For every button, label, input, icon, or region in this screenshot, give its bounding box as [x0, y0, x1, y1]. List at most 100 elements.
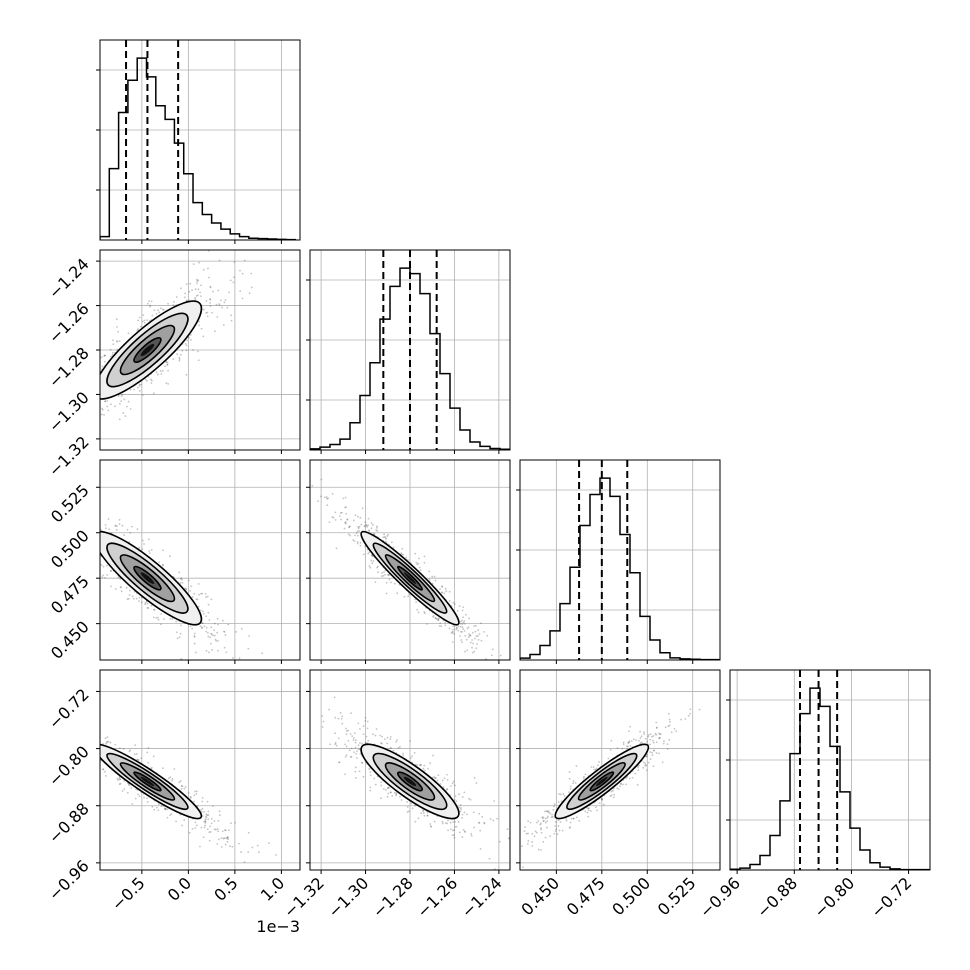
scatter-point	[98, 534, 100, 536]
scatter-point	[248, 292, 251, 295]
scatter-point	[106, 405, 109, 408]
scatter-point	[130, 525, 133, 528]
scatter-point	[101, 768, 104, 771]
scatter-point	[466, 627, 469, 630]
scatter-point	[144, 603, 147, 606]
scatter-point	[357, 526, 360, 528]
scatter-point	[195, 294, 198, 297]
scatter-point	[212, 805, 214, 807]
scatter-point	[231, 845, 234, 848]
scatter-point	[206, 828, 209, 831]
scatter-point	[582, 777, 585, 779]
scatter-point	[645, 755, 648, 758]
scatter-point	[94, 362, 96, 364]
scatter-point	[420, 812, 423, 815]
scatter-point	[620, 782, 622, 785]
scatter-point	[212, 290, 215, 293]
scatter-point	[549, 812, 552, 815]
scatter-point	[348, 749, 351, 752]
scatter-point	[377, 571, 379, 574]
scatter-point	[181, 824, 183, 827]
scatter-point	[527, 840, 530, 842]
scatter-point	[334, 742, 337, 744]
scatter-point	[689, 708, 692, 711]
scatter-point	[179, 287, 182, 290]
scatter-point	[370, 527, 373, 530]
contour-line	[133, 565, 162, 591]
scatter-point	[654, 732, 657, 735]
scatter-point	[141, 548, 144, 551]
scatter-point	[461, 630, 464, 633]
contour-line	[396, 771, 424, 792]
scatter-point	[193, 632, 196, 635]
scatter-point	[86, 412, 88, 414]
scatter-point	[88, 524, 90, 526]
scatter-point	[497, 672, 499, 674]
scatter-point	[540, 831, 543, 834]
scatter-point	[202, 815, 204, 817]
scatter-point	[463, 622, 466, 625]
scatter-point	[248, 635, 251, 637]
scatter-point	[344, 773, 347, 776]
scatter-point	[588, 807, 590, 810]
scatter-point	[637, 766, 639, 769]
scatter-point	[384, 573, 387, 576]
scatter-point	[68, 737, 70, 739]
scatter-point	[118, 783, 121, 786]
scatter-point	[161, 308, 164, 311]
scatter-point	[613, 793, 616, 796]
scatter-point	[213, 622, 216, 625]
scatter-point	[414, 804, 416, 807]
scatter-point	[94, 530, 96, 532]
scatter-point	[213, 634, 216, 637]
scatter-point	[223, 837, 226, 840]
scatter-point	[178, 356, 181, 359]
scatter-point	[459, 806, 462, 809]
scatter-point	[334, 732, 336, 735]
scatter-point	[649, 743, 651, 746]
scatter-point	[422, 812, 425, 814]
scatter-point	[418, 557, 420, 560]
scatter-point	[190, 339, 192, 341]
scatter-point	[352, 519, 355, 522]
scatter-point	[197, 359, 200, 362]
scatter-point	[354, 746, 357, 749]
scatter-point	[489, 818, 492, 820]
scatter-point	[322, 720, 325, 723]
scatter-point	[180, 784, 183, 787]
scatter-point	[11, 465, 13, 467]
scatter-point	[636, 783, 639, 786]
scatter-point	[184, 343, 187, 345]
scatter-point	[655, 741, 658, 744]
scatter-point	[152, 392, 155, 395]
scatter-point	[661, 761, 664, 764]
scatter-point	[546, 816, 549, 819]
scatter-point	[414, 552, 417, 555]
scatter-point	[164, 365, 166, 368]
scatter-point	[165, 382, 168, 384]
scatter-point	[451, 829, 454, 832]
scatter-point	[146, 797, 148, 800]
scatter-point	[625, 777, 628, 780]
scatter-point	[572, 817, 575, 820]
scatter-point	[194, 821, 197, 824]
scatter-point	[439, 588, 441, 590]
scatter-point	[220, 837, 223, 839]
scatter-point	[359, 516, 362, 519]
contour-line	[554, 743, 650, 820]
scatter-point	[116, 777, 119, 780]
scatter-point	[338, 761, 340, 764]
scatter-point	[448, 600, 451, 602]
scatter-point	[521, 845, 523, 848]
scatter-point	[226, 836, 229, 839]
scatter-point	[317, 500, 319, 503]
scatter-point	[574, 781, 577, 784]
scatter-point	[150, 549, 153, 551]
scatter-point	[95, 567, 97, 569]
contour-line	[566, 752, 638, 811]
scatter-point	[441, 586, 444, 588]
scatter-point	[329, 743, 331, 746]
scatter-point	[441, 585, 443, 588]
scatter-point	[426, 811, 429, 814]
